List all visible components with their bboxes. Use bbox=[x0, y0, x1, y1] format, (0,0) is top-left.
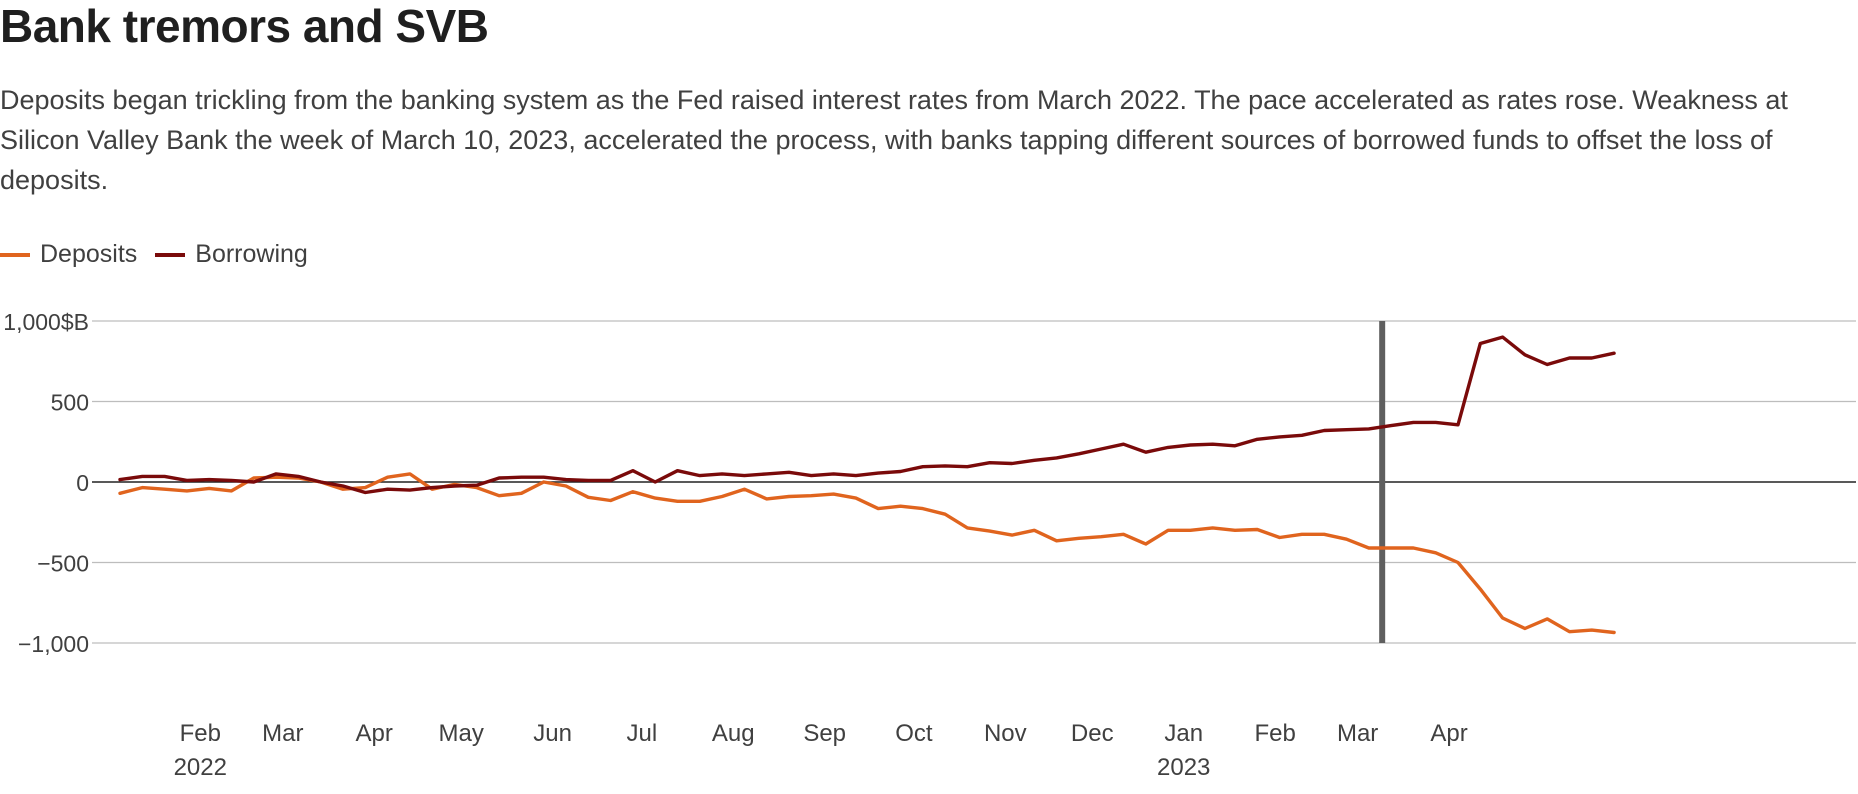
x-tick-label: Jan bbox=[1164, 720, 1203, 747]
x-tick-label: Mar bbox=[262, 720, 303, 747]
series-line-deposits bbox=[118, 472, 1616, 635]
x-tick-label: Oct bbox=[895, 720, 933, 747]
chart-subtitle: Deposits began trickling from the bankin… bbox=[0, 85, 1788, 195]
x-tick-label: Aug bbox=[712, 720, 755, 747]
legend-swatch-borrowing bbox=[155, 252, 186, 257]
x-tick-label: Feb bbox=[180, 720, 221, 747]
x-tick-label: Sep bbox=[803, 720, 846, 747]
x-tick-label: Dec bbox=[1071, 720, 1114, 747]
x-tick-label: Apr bbox=[356, 720, 393, 747]
y-tick-label: −1,000 bbox=[18, 631, 89, 657]
x-tick-label: Jul bbox=[626, 720, 657, 747]
y-tick-label: 1,000$B bbox=[3, 309, 89, 335]
x-year-label: 2023 bbox=[1157, 754, 1210, 781]
y-tick-label: −500 bbox=[37, 551, 89, 577]
legend-item-deposits: Deposits bbox=[0, 240, 137, 269]
legend-label-deposits: Deposits bbox=[40, 240, 138, 268]
chart-title: Bank tremors and SVB bbox=[0, 0, 489, 52]
legend-label-borrowing: Borrowing bbox=[195, 240, 308, 268]
x-tick-label: May bbox=[439, 720, 484, 747]
series-line-borrowing bbox=[118, 335, 1616, 495]
line-chart: 1,000$B 500 0 −500 −1,000 Feb 2022 Mar Apr May Jun… bbox=[3, 309, 1856, 781]
x-tick-label: Mar bbox=[1337, 720, 1378, 747]
x-tick-label: Feb bbox=[1254, 720, 1295, 747]
legend: Deposits Borrowing bbox=[0, 240, 326, 269]
x-tick-label: Jun bbox=[533, 720, 572, 747]
x-year-label: 2022 bbox=[174, 754, 227, 781]
y-tick-label: 500 bbox=[51, 390, 89, 416]
y-tick-label: 0 bbox=[76, 470, 89, 496]
legend-swatch-deposits bbox=[0, 252, 30, 257]
legend-item-borrowing: Borrowing bbox=[155, 240, 308, 269]
x-tick-label: Apr bbox=[1430, 720, 1467, 747]
x-tick-label: Nov bbox=[984, 720, 1027, 747]
